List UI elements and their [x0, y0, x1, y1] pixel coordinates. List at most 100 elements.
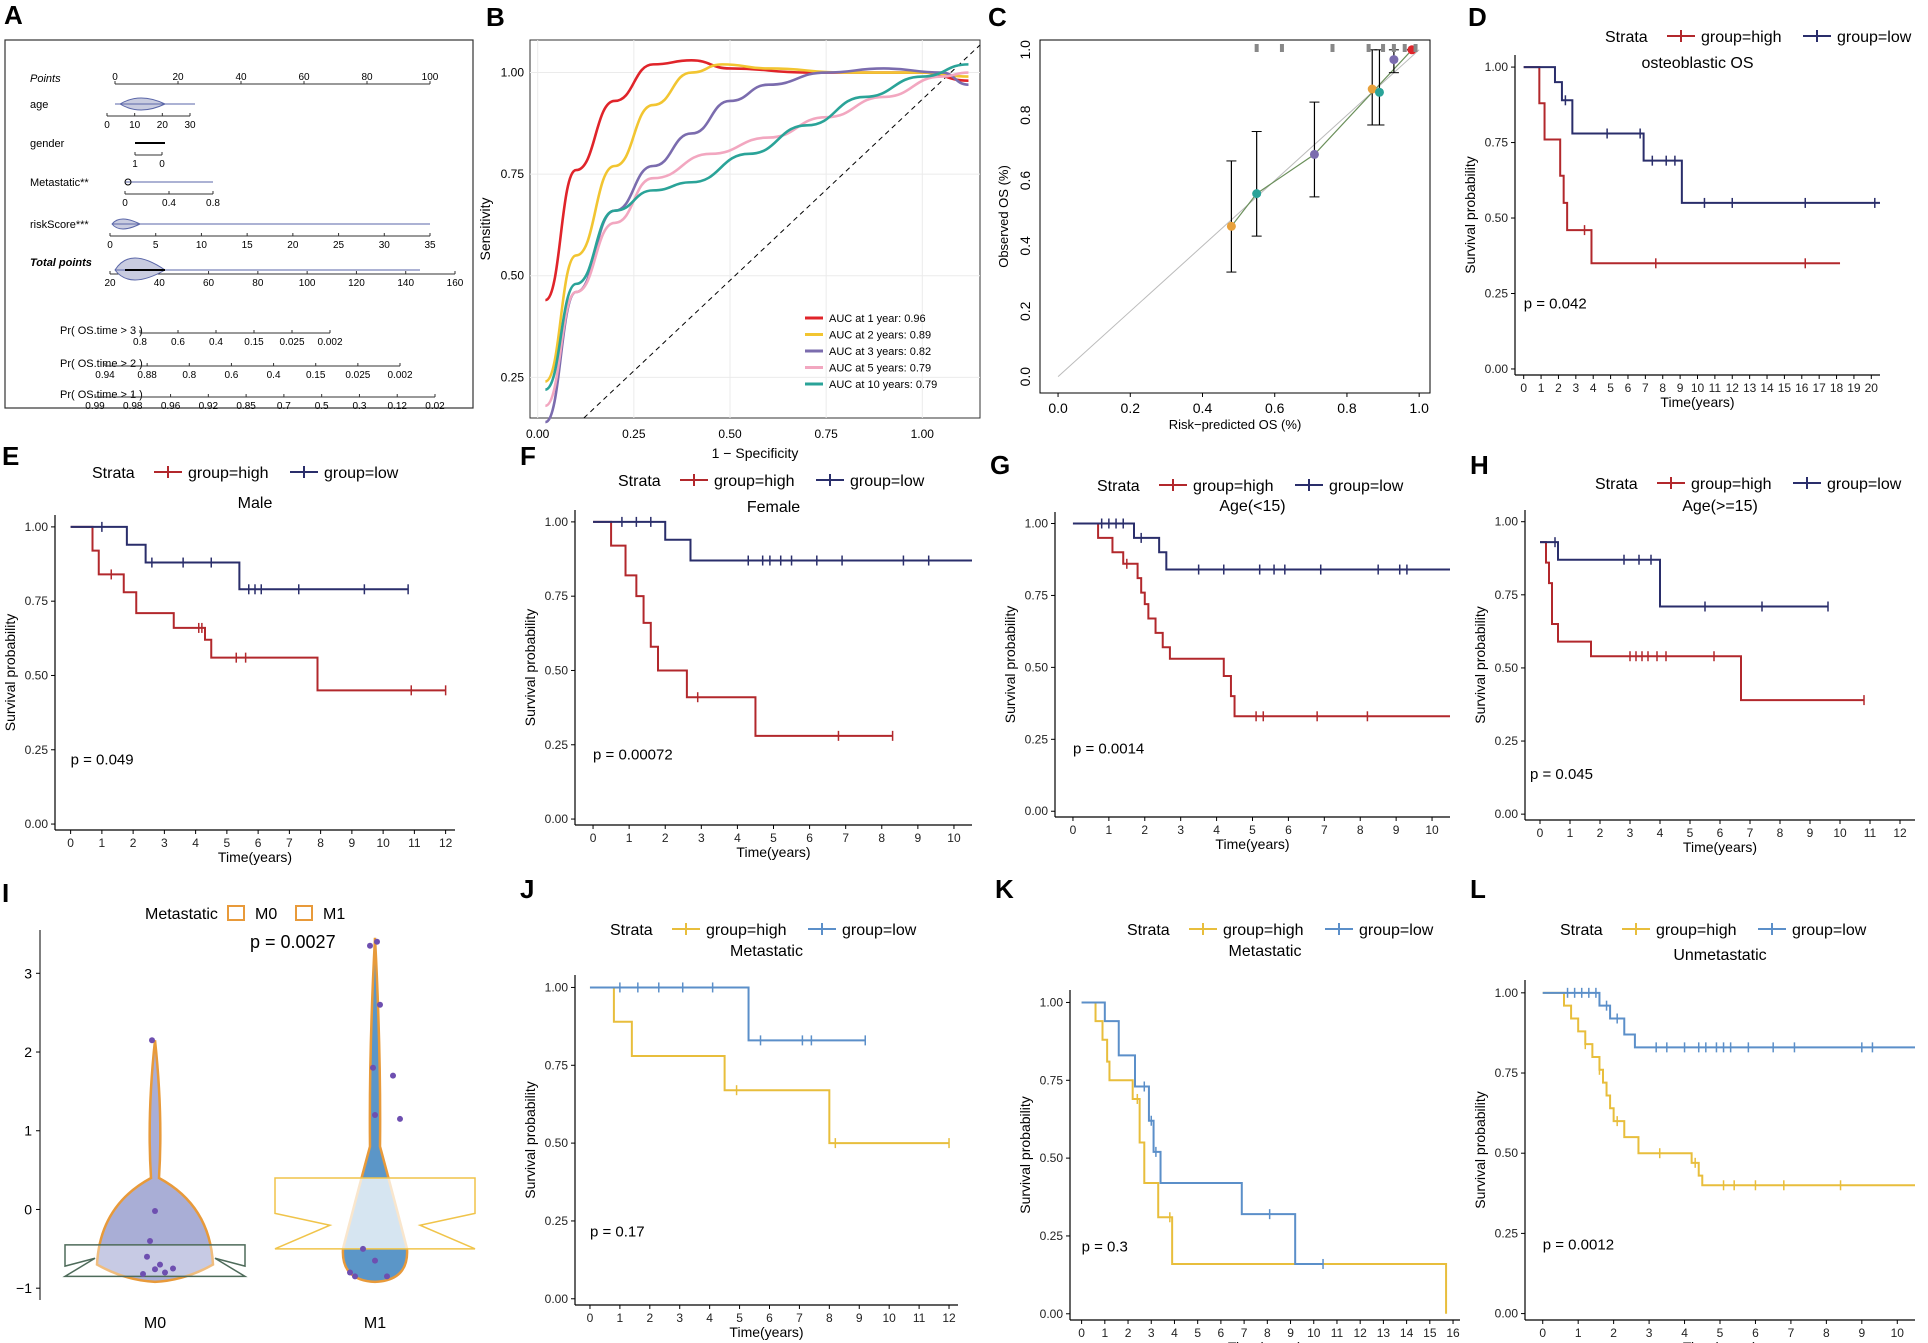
- y-axis-label: Survival probability: [2, 614, 18, 732]
- y-tick-label: 0.25: [1040, 1229, 1064, 1243]
- data-point: [144, 1253, 150, 1260]
- y-tick-label: 0.75: [25, 594, 49, 608]
- rug-mark: [1279, 44, 1284, 52]
- x-tick-label: 1.0: [1409, 400, 1429, 416]
- y-tick-label: 2: [24, 1044, 32, 1060]
- y-tick-label: 0.50: [545, 1136, 569, 1150]
- km-curve-low: [1542, 991, 1915, 1049]
- calibration-panel: 0.0 0.2 0.4 0.6 0.8 1.0 0.0 0.2 0.4 0.6 0.8 1.0 Risk…: [996, 39, 1431, 432]
- nomogram-row-label: gender: [30, 138, 65, 150]
- x-tick-label: 1: [99, 836, 106, 850]
- km-curve-low: [589, 986, 866, 1042]
- p-value: p = 0.0027: [250, 932, 336, 952]
- km-panel-H: Strata group=high group=low Age(>=15) 0.00 0.…: [1472, 476, 1915, 855]
- legend-label: group=low: [1359, 922, 1434, 939]
- x-tick-label: 8: [878, 831, 885, 845]
- nomogram-tick-label: 0.002: [387, 370, 412, 381]
- y-tick-label: 0.00: [1040, 1307, 1064, 1321]
- legend-label: group=low: [1827, 476, 1902, 493]
- x-axis-label: Time(years): [1683, 1339, 1757, 1343]
- x-tick-label: 3: [1572, 381, 1579, 395]
- rug-mark: [1330, 44, 1335, 52]
- x-tick-label: 9: [1807, 826, 1814, 840]
- legend-label: group=high: [1691, 476, 1772, 493]
- nomogram-tick-label: 0.8: [206, 198, 220, 209]
- x-tick-label: 2: [1125, 1326, 1132, 1340]
- x-tick-label: 10: [376, 836, 390, 850]
- y-tick-label: 0.25: [545, 738, 569, 752]
- x-tick-label: 8: [1357, 823, 1364, 837]
- violin-m0: [95, 1040, 215, 1284]
- calibration-point: [1309, 149, 1319, 159]
- roc-panel: 0.00 0.25 0.50 0.75 1.00 0.25 0.50 0.75 1.00 1 − …: [477, 39, 981, 461]
- x-tick-label: 0: [590, 831, 597, 845]
- legend-title: Metastatic: [145, 906, 218, 923]
- x-tick-label: 0.6: [1265, 400, 1285, 416]
- x-tick-label: 6: [1285, 823, 1292, 837]
- nomogram-tick-label: 5: [153, 240, 159, 251]
- data-point: [162, 1269, 168, 1276]
- subplot-title: Age(<15): [1219, 498, 1285, 515]
- nomogram-tick-label: 30: [379, 240, 391, 251]
- nomogram-frame: [4, 39, 474, 409]
- x-tick-label: 13: [1743, 381, 1757, 395]
- y-tick-label: 0.6: [1017, 171, 1033, 191]
- x-tick-label: 8: [1823, 1326, 1830, 1340]
- y-axis-label: Observed OS (%): [996, 165, 1011, 268]
- nomogram-tick-label: 0.3: [352, 401, 366, 412]
- x-tick-label: 17: [1812, 381, 1826, 395]
- nomogram-tick-label: 0.002: [317, 337, 342, 348]
- p-value: p = 0.049: [71, 752, 134, 769]
- p-value: p = 0.0014: [1073, 741, 1144, 758]
- data-point: [367, 942, 373, 949]
- x-tick-label: 5: [1687, 826, 1694, 840]
- nomogram-tick-label: 15: [242, 240, 254, 251]
- roc-legend: AUC at 1 year: 0.96 AUC at 2 years: 0.89 A…: [805, 313, 937, 391]
- nomogram-tick-label: 0.5: [315, 401, 329, 412]
- x-tick-label: 0: [1070, 823, 1077, 837]
- nomogram-row-label: Pr( OS.time > 3 ): [60, 325, 143, 337]
- nomogram-tick-label: 140: [397, 278, 414, 289]
- x-axis-label: 1 − Specificity: [712, 445, 799, 461]
- p-value: p = 0.00072: [593, 747, 673, 764]
- y-tick-label: 1.00: [1040, 995, 1064, 1009]
- x-tick-label: 1: [1101, 1326, 1108, 1340]
- km-panel-G: Strata group=high group=low Age(<15) 0.00 0.2…: [1002, 478, 1450, 852]
- x-tick-label: 1: [1106, 823, 1113, 837]
- box-m1: [274, 1177, 476, 1250]
- metastatic-point: [124, 178, 132, 186]
- y-tick-label: 0.00: [545, 812, 569, 826]
- x-tick-label: 16: [1446, 1326, 1460, 1340]
- legend-swatch-m1: [295, 905, 313, 921]
- nomogram-tick-label: 0.92: [199, 401, 219, 412]
- data-point: [384, 1273, 390, 1280]
- rug-mark: [1366, 44, 1371, 52]
- x-tick-label: 9: [1287, 1326, 1294, 1340]
- x-tick-label: 0: [67, 836, 74, 850]
- p-value: p = 0.045: [1530, 766, 1593, 783]
- x-tick-label: 7: [1642, 381, 1649, 395]
- x-tick-label: 1.00: [911, 427, 935, 441]
- nomogram-tick-label: 20: [104, 278, 116, 289]
- x-tick-label: M1: [364, 1315, 386, 1332]
- y-tick-label: 1.00: [1025, 517, 1049, 531]
- legend-label: M1: [323, 906, 345, 923]
- y-axis-label: Survival probability: [522, 1081, 538, 1199]
- x-tick-label: 10: [1891, 1326, 1905, 1340]
- x-tick-label: 0.50: [718, 427, 742, 441]
- nomogram-tick-label: 0.15: [306, 370, 326, 381]
- y-tick-label: 1.00: [25, 520, 49, 534]
- y-tick-label: 1.00: [501, 66, 525, 80]
- legend-label: group=high: [706, 922, 787, 939]
- y-axis-label: Survival probability: [1472, 606, 1488, 724]
- nomogram-tick-label: 80: [361, 72, 373, 83]
- data-point: [397, 1115, 403, 1122]
- x-tick-label: 11: [1709, 381, 1722, 395]
- x-tick-label: 6: [1625, 381, 1632, 395]
- x-tick-label: 0: [1078, 1326, 1085, 1340]
- x-tick-label: 20: [1865, 381, 1879, 395]
- x-tick-label: 7: [286, 836, 293, 850]
- nomogram-tick-label: 10: [196, 240, 208, 251]
- km-panel-J: Strata group=high group=low Metastatic 0.00 0…: [522, 922, 958, 1340]
- y-tick-label: 0.00: [1495, 807, 1519, 821]
